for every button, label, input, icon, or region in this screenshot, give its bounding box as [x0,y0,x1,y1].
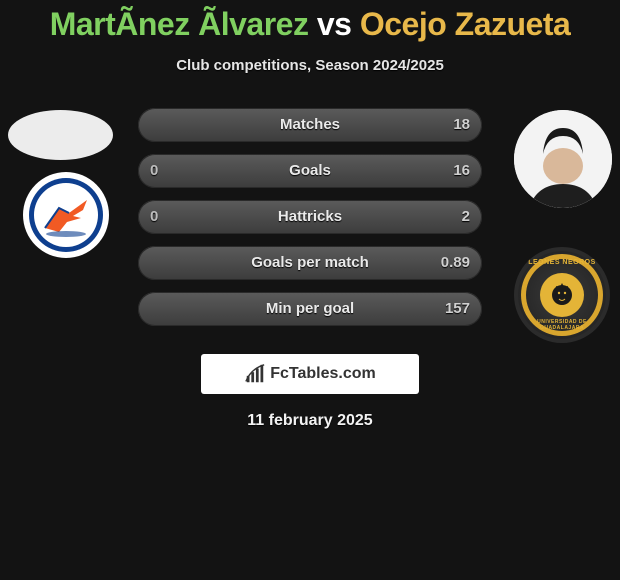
stat-row-goals: 0 Goals 16 [138,154,482,188]
player2-avatar [514,110,612,208]
watermark: FcTables.com [201,354,419,394]
stat-rows: Matches 18 0 Goals 16 0 Hattricks 2 Goal… [138,108,482,338]
stat-v2: 157 [445,292,470,326]
date-label: 11 february 2025 [0,412,620,430]
stat-v2: 2 [462,200,470,234]
stats-section: LEONES NEGROS UNIVERSIDAD DE GUADALAJARA… [0,112,620,342]
stat-label: Hattricks [138,200,482,234]
stat-v2: 0.89 [441,246,470,280]
player1-avatar [8,110,113,160]
stat-label: Matches [138,108,482,142]
right-badges: LEONES NEGROS UNIVERSIDAD DE GUADALAJARA [507,112,612,342]
stat-v2: 16 [453,154,470,188]
left-badges [8,112,113,342]
stat-row-matches: Matches 18 [138,108,482,142]
comparison-title: MartÃ­nez Ãlvarez vs Ocejo Zazueta [0,0,620,43]
stat-row-hattricks: 0 Hattricks 2 [138,200,482,234]
stat-label: Goals [138,154,482,188]
player2-name: Ocejo Zazueta [360,6,570,42]
bar-chart-icon [244,363,266,385]
leones-negros-crest: LEONES NEGROS UNIVERSIDAD DE GUADALAJARA [518,251,606,339]
stat-v2: 18 [453,108,470,142]
crest-text-bot: UNIVERSIDAD DE GUADALAJARA [518,319,606,331]
stat-row-mpg: Min per goal 157 [138,292,482,326]
person-icon [514,110,612,208]
stat-row-gpm: Goals per match 0.89 [138,246,482,280]
crest-ring [29,178,103,252]
player1-club-crest [23,172,109,258]
vs-label: vs [317,6,352,42]
stat-label: Goals per match [138,246,482,280]
stat-label: Min per goal [138,292,482,326]
watermark-text: FcTables.com [270,365,376,383]
crest-text-top: LEONES NEGROS [518,259,606,266]
correcaminos-crest [29,178,103,252]
subtitle: Club competitions, Season 2024/2025 [0,57,620,74]
player2-club-crest: LEONES NEGROS UNIVERSIDAD DE GUADALAJARA [514,247,610,343]
player1-name: MartÃ­nez Ãlvarez [50,6,309,42]
